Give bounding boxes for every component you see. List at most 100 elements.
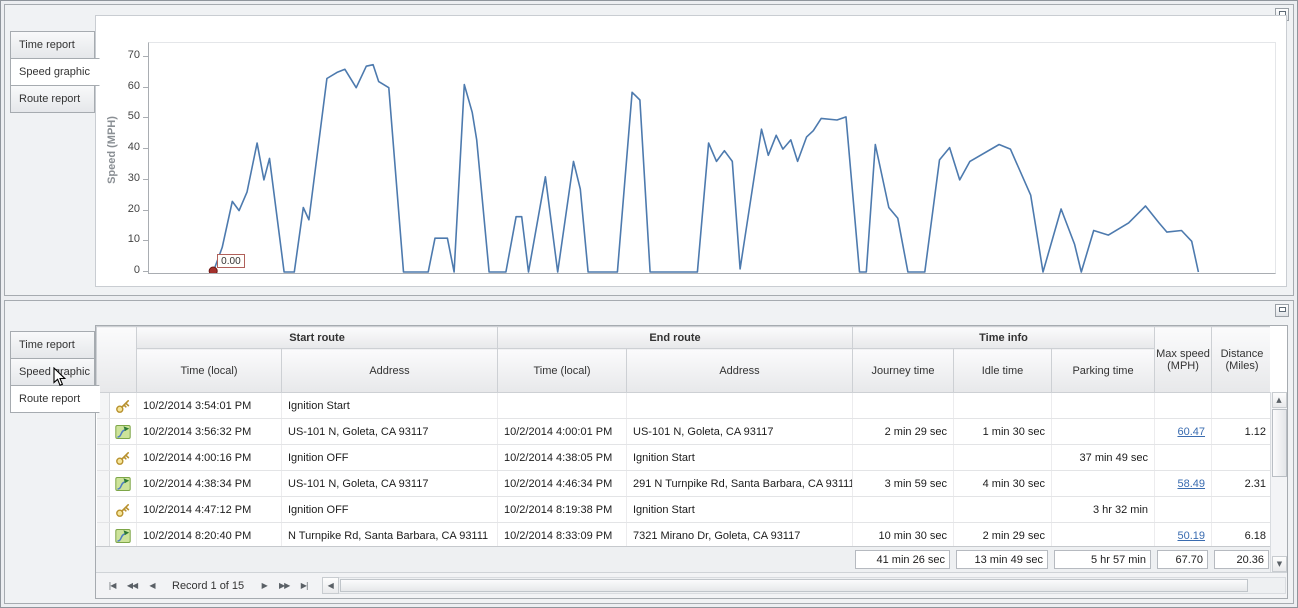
hscroll-track[interactable] xyxy=(339,577,1286,594)
row-indicator xyxy=(96,496,110,523)
column-header-end-time[interactable]: Time (local) xyxy=(497,348,627,393)
cell-parking-time: 37 min 49 sec xyxy=(1051,444,1156,471)
cell-start-time: 10/2/2014 4:00:16 PM xyxy=(136,444,282,471)
cell-distance: 2.31 xyxy=(1211,470,1270,497)
next-page-button[interactable]: ▶▶ xyxy=(274,578,294,594)
cell-idle-time: 4 min 30 sec xyxy=(953,470,1052,497)
cell-end-time: 10/2/2014 4:38:05 PM xyxy=(497,444,627,471)
max-speed-link[interactable]: 50.19 xyxy=(1177,529,1206,542)
cell-start-address: Ignition OFF xyxy=(281,496,498,523)
cell-max-speed xyxy=(1154,496,1213,523)
table-row[interactable]: 10/2/2014 4:38:34 PM US-101 N, Goleta, C… xyxy=(96,470,1270,497)
cell-end-time: 10/2/2014 8:33:09 PM xyxy=(497,522,627,546)
route-grid: Start route End route Time info Max spee… xyxy=(95,325,1288,599)
summary-journey-total: 41 min 26 sec xyxy=(855,550,950,570)
cell-max-speed: 60.47 xyxy=(1154,418,1213,445)
row-indicator xyxy=(96,522,110,546)
table-row[interactable]: 10/2/2014 4:47:12 PM Ignition OFF 10/2/2… xyxy=(96,496,1270,523)
cell-end-time xyxy=(497,392,627,419)
cell-idle-time xyxy=(953,392,1052,419)
cell-journey-time xyxy=(852,392,954,419)
table-row[interactable]: 10/2/2014 4:00:16 PM Ignition OFF 10/2/2… xyxy=(96,444,1270,471)
column-header-start-address[interactable]: Address xyxy=(281,348,498,393)
scroll-down-button[interactable]: ▼ xyxy=(1272,556,1287,572)
last-record-button[interactable]: ▶| xyxy=(294,578,314,594)
y-tick-label: 50 xyxy=(127,110,140,123)
cell-journey-time xyxy=(852,496,954,523)
cell-start-time: 10/2/2014 4:38:34 PM xyxy=(136,470,282,497)
collapse-bottom-panel-button[interactable] xyxy=(1275,304,1289,317)
column-header-parking-time[interactable]: Parking time xyxy=(1050,348,1156,393)
prev-record-button[interactable]: ◀ xyxy=(142,578,162,594)
cell-start-time: 10/2/2014 4:47:12 PM xyxy=(136,496,282,523)
tab-speed-graphic[interactable]: Speed graphic xyxy=(10,58,100,86)
group-header-start-route: Start route xyxy=(136,326,498,349)
hscroll-thumb[interactable] xyxy=(340,579,1249,592)
max-speed-link[interactable]: 58.49 xyxy=(1177,477,1206,490)
y-tick-label: 40 xyxy=(127,141,140,154)
grid-data-area: Start route End route Time info Max spee… xyxy=(96,326,1270,546)
column-header-distance[interactable]: Distance (Miles) xyxy=(1211,326,1270,393)
scroll-down-icon: ▼ xyxy=(1276,560,1283,568)
table-row[interactable]: 10/2/2014 8:20:40 PM N Turnpike Rd, Sant… xyxy=(96,522,1270,546)
cell-start-time: 10/2/2014 3:56:32 PM xyxy=(136,418,282,445)
column-header-max-speed[interactable]: Max speed (MPH) xyxy=(1154,326,1213,393)
column-header-journey-time[interactable]: Journey time xyxy=(852,348,954,393)
chart-plot-area[interactable] xyxy=(148,42,1276,274)
key-icon xyxy=(115,451,131,465)
cell-distance xyxy=(1211,444,1270,471)
y-tick-label: 60 xyxy=(127,79,140,92)
cell-end-address: Ignition Start xyxy=(626,496,853,523)
table-row[interactable]: 10/2/2014 3:56:32 PM US-101 N, Goleta, C… xyxy=(96,418,1270,445)
cell-max-speed xyxy=(1154,444,1213,471)
key-icon xyxy=(115,503,131,517)
column-header-end-address[interactable]: Address xyxy=(626,348,853,393)
cell-end-time: 10/2/2014 4:00:01 PM xyxy=(497,418,627,445)
tab-speed-graphic[interactable]: Speed graphic xyxy=(10,358,95,386)
group-header-time-info: Time info xyxy=(851,326,1156,349)
next-record-button[interactable]: ▶ xyxy=(254,578,274,594)
y-tick-label: 30 xyxy=(127,171,140,184)
cell-parking-time xyxy=(1051,522,1156,546)
column-header-idle-time[interactable]: Idle time xyxy=(953,348,1052,393)
scrollbar-thumb[interactable] xyxy=(1272,409,1287,477)
header-blank xyxy=(96,326,137,393)
cell-distance: 6.18 xyxy=(1211,522,1270,546)
tab-time-report[interactable]: Time report xyxy=(10,31,95,59)
cell-max-speed: 50.19 xyxy=(1154,522,1213,546)
route-report-panel: Time report Speed graphic Route report S… xyxy=(4,300,1294,604)
column-header-start-time[interactable]: Time (local) xyxy=(136,348,282,393)
vertical-scrollbar[interactable]: ▲ ▼ xyxy=(1270,392,1287,572)
row-indicator xyxy=(96,418,110,445)
y-tick-label: 70 xyxy=(127,49,140,61)
row-indicator xyxy=(96,444,110,471)
route-table: Start route End route Time info Max spee… xyxy=(96,326,1270,546)
group-header-end-route: End route xyxy=(497,326,853,349)
cell-start-address: US-101 N, Goleta, CA 93117 xyxy=(281,418,498,445)
cell-start-time: 10/2/2014 3:54:01 PM xyxy=(136,392,282,419)
cell-idle-time xyxy=(953,496,1052,523)
cell-journey-time: 3 min 59 sec xyxy=(852,470,954,497)
table-row[interactable]: 10/2/2014 3:54:01 PM Ignition Start xyxy=(96,392,1270,419)
scroll-up-button[interactable]: ▲ xyxy=(1271,392,1287,408)
bottom-tabstrip: Time report Speed graphic Route report xyxy=(10,331,100,413)
tab-time-report[interactable]: Time report xyxy=(10,331,95,359)
cell-distance xyxy=(1211,392,1270,419)
cell-journey-time xyxy=(852,444,954,471)
cell-end-address: 7321 Mirano Dr, Goleta, CA 93117 xyxy=(626,522,853,546)
cell-parking-time: 3 hr 32 min xyxy=(1051,496,1156,523)
cell-journey-time: 10 min 30 sec xyxy=(852,522,954,546)
max-speed-link[interactable]: 60.47 xyxy=(1177,425,1206,438)
tab-route-report[interactable]: Route report xyxy=(10,385,100,413)
key-icon xyxy=(115,399,131,413)
cell-start-address: Ignition OFF xyxy=(281,444,498,471)
cell-end-time: 10/2/2014 4:46:34 PM xyxy=(497,470,627,497)
first-record-button[interactable]: |◀ xyxy=(102,578,122,594)
scroll-left-button[interactable]: ◀ xyxy=(322,577,340,594)
horizontal-scrollbar[interactable]: ◀ xyxy=(322,577,1286,594)
prev-page-button[interactable]: ◀◀ xyxy=(122,578,142,594)
y-tick-label: 20 xyxy=(127,202,140,215)
scroll-left-icon: ◀ xyxy=(327,581,334,590)
tab-route-report[interactable]: Route report xyxy=(10,85,95,113)
